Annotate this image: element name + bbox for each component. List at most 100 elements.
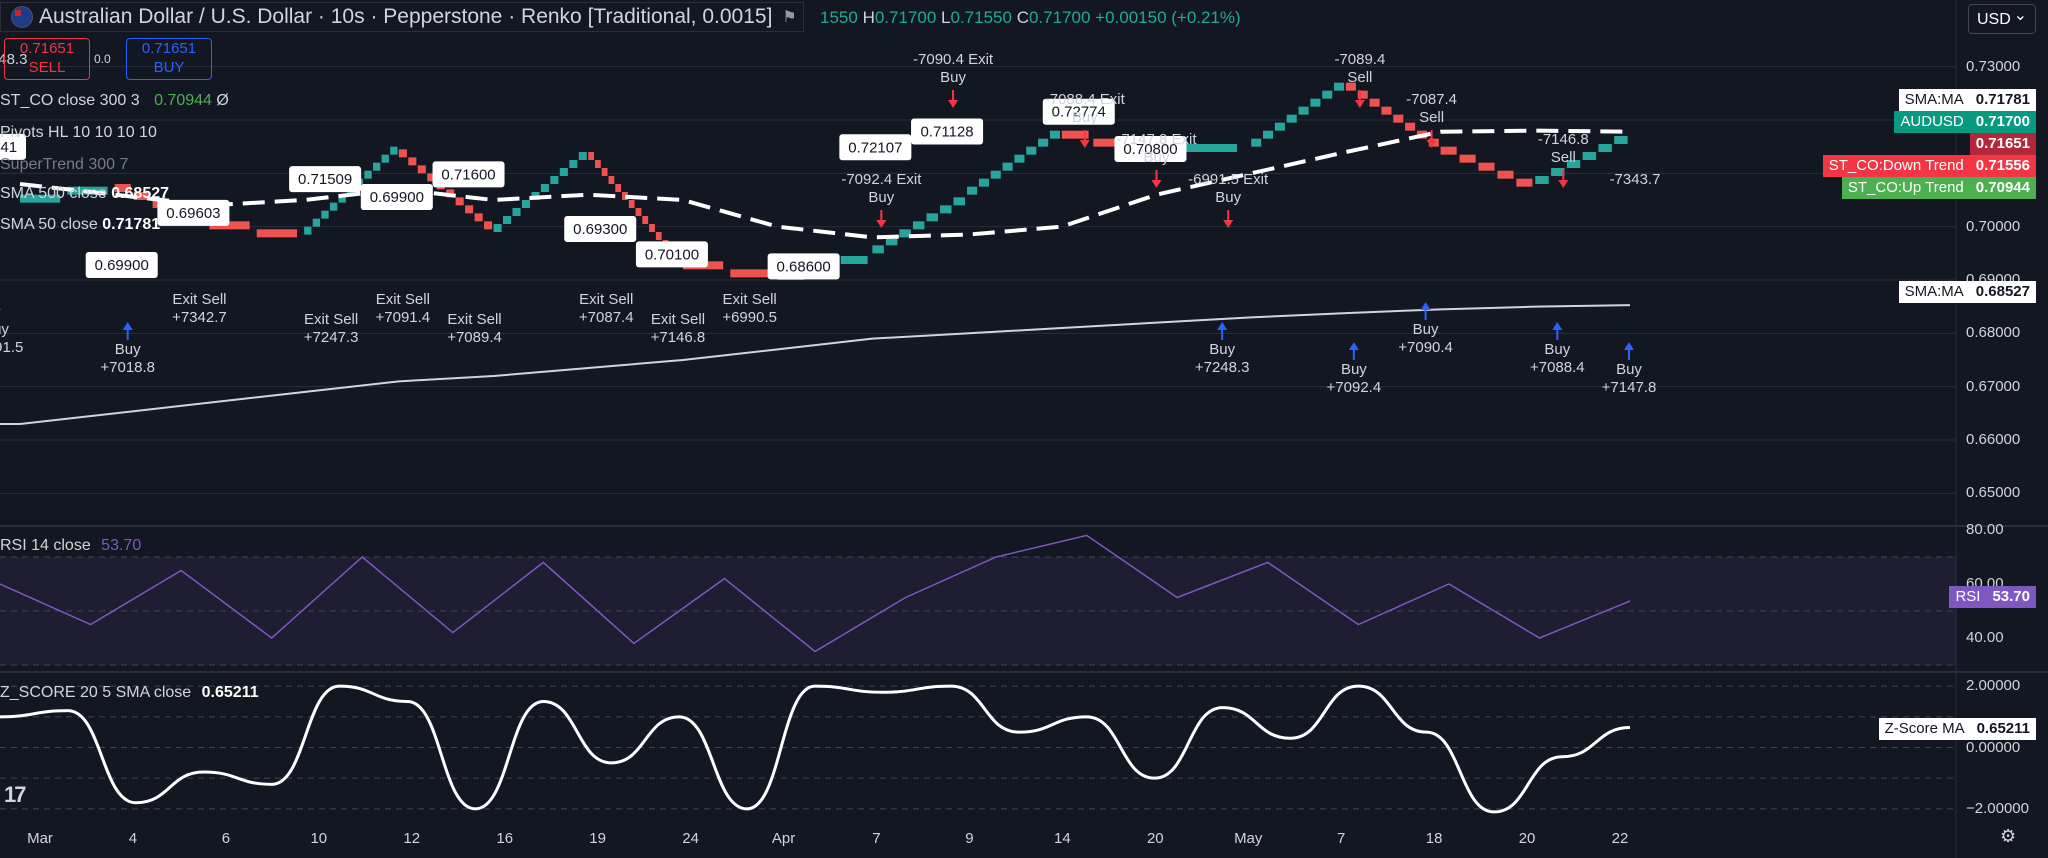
- buy-arrow-icon: [1624, 342, 1634, 360]
- buy-label: BUY: [153, 59, 185, 76]
- price-callout: [839, 134, 912, 161]
- buy-button[interactable]: 0.71651 BUY: [126, 38, 212, 80]
- sma50-line: [19, 128, 1631, 240]
- gear-icon[interactable]: ⚙: [2000, 826, 2017, 846]
- renko-brick: [1049, 130, 1060, 139]
- trade-annotation-text: -7092.4 Exit: [841, 171, 922, 188]
- renko-brick: [1002, 162, 1013, 171]
- renko-brick: [1566, 160, 1581, 168]
- sell-arrow-icon: [1426, 130, 1437, 148]
- trade-annotation-text: 0.70100: [645, 246, 699, 263]
- trade-annotation-text: 0.69300: [573, 221, 627, 238]
- trade-annotation-text: +7088.4: [1530, 359, 1585, 376]
- legend-pivots[interactable]: Pivots HL 10 10 10 10: [0, 124, 157, 141]
- price-scale-label: 0.71651: [1969, 133, 2036, 155]
- zscore-line: [0, 684, 1631, 814]
- renko-brick: [1322, 90, 1333, 99]
- trade-annotation-text: Buy: [940, 69, 966, 86]
- price-callout: [432, 161, 505, 188]
- renko-brick: [840, 256, 868, 264]
- renko-brick: [1310, 98, 1321, 107]
- renko-brick: [1038, 138, 1049, 147]
- renko-brick: [1093, 138, 1121, 147]
- renko-brick: [1274, 122, 1285, 131]
- price-tick-label: 0.68000: [1966, 324, 2021, 342]
- x-axis-label: 10: [310, 830, 328, 847]
- sell-arrow-icon: [1558, 170, 1569, 188]
- trade-annotation-text: Buy: [1616, 361, 1642, 378]
- renko-brick: [427, 173, 436, 182]
- renko-brick: [1516, 178, 1533, 187]
- renko-brick: [114, 184, 131, 192]
- renko-brick: [474, 213, 483, 222]
- price-tick-label: 0.65000: [1966, 484, 2021, 502]
- zscore-pane-title[interactable]: Z_SCORE 20 5 SMA close 0.65211: [0, 684, 259, 701]
- renko-brick: [209, 221, 250, 230]
- renko-brick: [408, 157, 417, 166]
- renko-brick: [1334, 82, 1345, 91]
- renko-brick: [521, 200, 530, 208]
- symbol-header[interactable]: Australian Dollar / U.S. Dollar · 10s · …: [0, 0, 804, 34]
- renko-brick: [1405, 122, 1416, 131]
- trade-annotation-text: +7090.4: [1398, 339, 1453, 356]
- zscore-tick-label: 0.00000: [1966, 738, 2021, 756]
- trade-annotation-text: +7092.4: [1327, 379, 1382, 396]
- renko-brick: [312, 218, 321, 227]
- x-axis-label: 7: [872, 830, 881, 847]
- x-axis-label: 18: [1425, 830, 1443, 847]
- trade-annotation-text: +6991.5: [0, 339, 23, 356]
- renko-brick: [1582, 152, 1597, 160]
- trade-annotation-text: 0.68600: [777, 258, 831, 275]
- renko-brick: [455, 197, 464, 206]
- trade-annotation-text: Buy: [1072, 109, 1098, 126]
- legend-st-co[interactable]: ST_CO close 300 3 0.70944 Ø: [0, 92, 229, 109]
- renko-brick: [1440, 146, 1457, 155]
- sell-arrow-icon: [1151, 170, 1162, 188]
- price-callout: [360, 184, 433, 210]
- rsi-tick-label: 40.00: [1966, 629, 2004, 646]
- trade-annotation-text: Buy: [1144, 149, 1170, 166]
- renko-brick: [390, 146, 398, 155]
- trade-annotation-text: 0.69603: [166, 205, 220, 222]
- price-scale-label: ST_CO:Up Trend 0.70944: [1841, 177, 2036, 199]
- trade-annotation-text: Buy: [1215, 189, 1241, 206]
- x-axis-label: 6: [221, 830, 231, 847]
- sell-button[interactable]: 0.71651 SELL: [4, 38, 90, 80]
- price-callout: [564, 216, 637, 242]
- trade-annotation-text: Exit Sell: [651, 311, 705, 328]
- renko-brick: [1459, 154, 1476, 163]
- sell-price: 0.71651: [19, 40, 75, 57]
- renko-brick: [1251, 138, 1262, 147]
- currency-select[interactable]: USD: [1968, 1, 2036, 34]
- price-callout: [1042, 98, 1115, 125]
- legend-supertrend[interactable]: SuperTrend 300 7: [0, 156, 129, 173]
- x-axis-label: 4: [128, 830, 138, 847]
- zscore-scale-label: Z-Score MA 0.65211: [1878, 718, 2036, 740]
- renko-brick: [642, 216, 649, 224]
- renko-brick: [635, 208, 642, 216]
- trade-annotation-text: +7146.8: [651, 329, 706, 346]
- buy-price: 0.71651: [141, 40, 197, 57]
- renko-brick: [559, 168, 568, 176]
- renko-brick: [885, 237, 898, 246]
- renko-brick: [622, 192, 628, 200]
- buy-arrow-icon: [1552, 322, 1563, 340]
- renko-brick: [615, 184, 622, 192]
- sell-arrow-icon: [876, 210, 887, 228]
- tradingview-logo-icon[interactable]: 17: [4, 782, 27, 807]
- x-axis-label: 12: [403, 830, 421, 847]
- flag-icon[interactable]: ⚑: [782, 9, 797, 26]
- legend-sma500[interactable]: SMA 500 close 0.68527: [0, 185, 170, 202]
- symbol-title[interactable]: Australian Dollar / U.S. Dollar · 10s · …: [39, 5, 773, 28]
- rsi-pane-title[interactable]: RSI 14 close 53.70: [0, 537, 142, 554]
- rsi-tick-label: 80.00: [1966, 521, 2004, 538]
- trade-annotation-text: Exit Sell: [376, 291, 430, 308]
- price-tick-label: 0.73000: [1966, 57, 2021, 75]
- renko-brick: [372, 162, 381, 171]
- renko-brick: [730, 269, 771, 278]
- legend-sma50[interactable]: SMA 50 close 0.71781: [0, 216, 161, 233]
- zscore-tick-label: 2.00000: [1966, 677, 2021, 695]
- price-callout: [911, 118, 984, 145]
- renko-brick: [569, 160, 578, 168]
